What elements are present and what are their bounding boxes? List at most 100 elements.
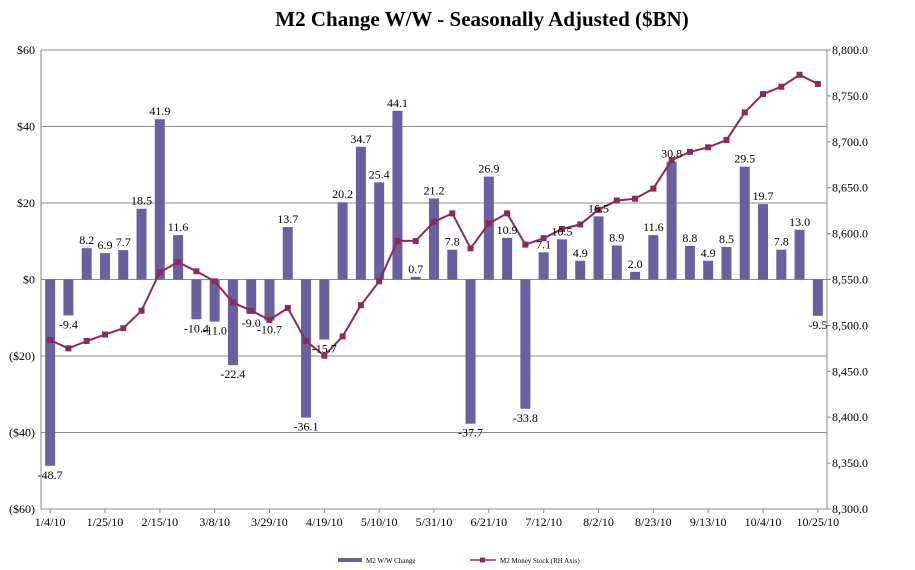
bar (99, 253, 110, 280)
money-stock-marker (723, 136, 730, 143)
money-stock-marker (284, 304, 291, 311)
bar (410, 276, 421, 280)
bar (173, 235, 184, 280)
chart-title: M2 Change W/W - Seasonally Adjusted ($BN… (275, 7, 688, 31)
money-stock-marker (175, 259, 182, 266)
y-right-tick-label: 8,800.0 (832, 43, 868, 57)
y-right-tick-label: 8,400.0 (832, 410, 868, 424)
money-stock-marker (120, 325, 127, 332)
money-stock-marker (193, 268, 200, 275)
money-stock-marker (650, 185, 657, 192)
bar (593, 216, 604, 280)
bar-data-label: 21.2 (424, 183, 445, 197)
bar-data-label: 4.9 (573, 246, 588, 260)
y-left-tick-label: ($20) (9, 349, 35, 363)
bar-data-label: 8.2 (79, 233, 94, 247)
bar (264, 279, 275, 321)
bar (648, 235, 659, 280)
money-stock-marker (303, 338, 310, 345)
bar-data-label: -9.5 (808, 318, 827, 332)
bar-data-label: 6.9 (97, 238, 112, 252)
legend: M2 W/W Change M2 Money Stock (RH Axis) (338, 557, 580, 565)
bar-data-label: 44.1 (387, 96, 408, 110)
money-stock-marker (668, 157, 675, 164)
y-left-tick-label: $60 (17, 43, 35, 57)
money-stock-marker (485, 220, 492, 227)
bar-data-label: 7.7 (116, 235, 131, 249)
x-tick-label: 5/31/10 (416, 515, 453, 529)
y-right-tick-label: 8,650.0 (832, 181, 868, 195)
axes-layer: $60 $40 $20 $0 ($20) ($40) ($60) 8,800.0 8,750.0… (9, 43, 868, 529)
bar (227, 279, 238, 366)
bar (666, 161, 677, 280)
data-labels-layer: -48.7 -9.4 8.2 6.9 7.7 18.5 41.9 11.6 -10.4-11.0… (38, 96, 828, 482)
money-stock-marker (376, 278, 383, 285)
money-stock-marker (504, 210, 511, 217)
y-left-tick-label: ($60) (9, 502, 35, 516)
bar (630, 271, 641, 280)
money-stock-marker (778, 83, 785, 90)
x-tick-label: 10/25/10 (797, 515, 840, 529)
y-left-tick-label: $40 (17, 120, 35, 134)
bar (776, 249, 787, 280)
bar-data-label: 7.8 (445, 235, 460, 249)
legend-bar-label: M2 W/W Change (366, 557, 416, 565)
bar-data-label: 13.7 (277, 212, 298, 226)
y-right-tick-label: 8,350.0 (832, 456, 868, 470)
money-stock-marker (394, 237, 401, 244)
bar (556, 239, 567, 280)
bar-data-label: -11.0 (202, 324, 227, 338)
bar-data-label: 20.2 (332, 187, 353, 201)
x-tick-label: 8/2/10 (583, 515, 614, 529)
bar (81, 248, 92, 280)
bar-data-label: 13.0 (789, 215, 810, 229)
money-stock-marker (705, 144, 712, 151)
bar-data-label: 18.5 (131, 194, 152, 208)
money-stock-marker (558, 226, 565, 233)
bar-data-label: 10.5 (551, 224, 572, 238)
bar (465, 279, 476, 424)
bar (301, 279, 312, 418)
x-tick-label: 1/25/10 (87, 515, 124, 529)
bar-data-label: 29.5 (734, 152, 755, 166)
legend-line-marker (480, 557, 485, 563)
bar (447, 249, 458, 280)
money-stock-marker (412, 237, 419, 244)
bar (812, 279, 823, 316)
bar-data-label: 8.9 (609, 230, 624, 244)
legend-line-label: M2 Money Stock (RH Axis) (500, 557, 580, 565)
bar-data-label: -10.4 (184, 321, 209, 335)
x-tick-label: 1/4/10 (35, 515, 66, 529)
bar (721, 246, 732, 280)
bar (483, 176, 494, 280)
bar (118, 250, 129, 280)
bar-data-label: -33.8 (513, 411, 538, 425)
bar-data-label: 16.5 (588, 201, 609, 215)
money-stock-marker (339, 333, 346, 340)
bar-data-label: -36.1 (294, 420, 319, 434)
y-right-tick-label: 8,450.0 (832, 364, 868, 378)
money-stock-marker (83, 338, 90, 345)
money-stock-marker (357, 302, 364, 309)
bar (758, 204, 769, 280)
y-left-tick-label: ($40) (9, 426, 35, 440)
x-tick-label: 10/4/10 (745, 515, 782, 529)
money-stock-marker (211, 278, 218, 285)
bar (319, 279, 330, 340)
bar-data-label: -37.7 (458, 426, 483, 440)
money-stock-marker (431, 218, 437, 225)
bar-data-label: 25.4 (369, 167, 390, 181)
bar-data-label: -22.4 (220, 367, 245, 381)
bar (392, 110, 403, 280)
money-stock-marker (760, 91, 767, 98)
x-tick-label: 3/8/10 (199, 515, 230, 529)
bar (575, 260, 586, 280)
bar (191, 279, 202, 320)
bar (337, 202, 348, 280)
x-tick-label: 8/23/10 (635, 515, 672, 529)
money-stock-marker (595, 206, 602, 213)
x-tick-label: 6/21/10 (471, 515, 508, 529)
x-tick-label: 4/19/10 (306, 515, 343, 529)
bar-data-label: 8.8 (682, 231, 697, 245)
